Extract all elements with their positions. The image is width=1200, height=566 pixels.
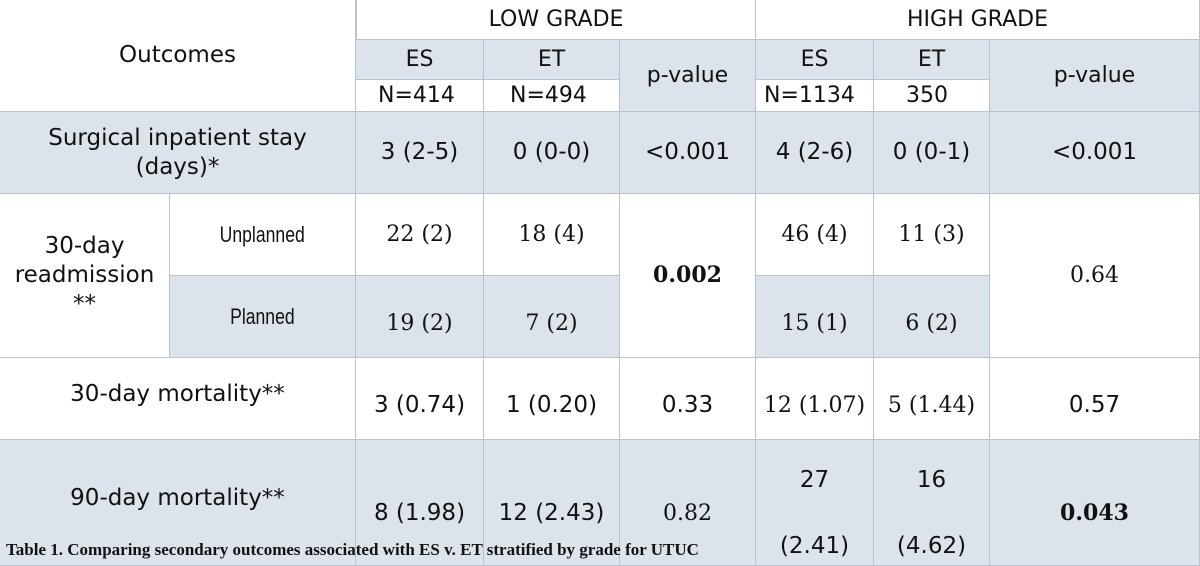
planned-high-es: 15 (1)	[756, 276, 874, 358]
high-pvalue-header: p-value	[990, 40, 1200, 112]
planned-low-es: 19 (2)	[356, 276, 484, 358]
high-es-n: N=1134	[756, 80, 874, 112]
high-es-header: ES	[756, 40, 874, 80]
mortality-30-high-p: 0.57	[990, 358, 1200, 440]
mortality-90-high-p: 0.043	[990, 440, 1200, 566]
unplanned-label: Unplanned	[219, 221, 306, 247]
surgical-low-et: 0 (0-0)	[484, 112, 620, 194]
high-et-n: 350	[874, 80, 990, 112]
mortality-30-low-es: 3 (0.74)	[356, 358, 484, 440]
mortality-30-low-et: 1 (0.20)	[484, 358, 620, 440]
low-et-header: ET	[484, 40, 620, 80]
high-grade-header: HIGH GRADE	[756, 0, 1200, 40]
unplanned-high-et: 11 (3)	[874, 194, 990, 276]
surgical-low-es: 3 (2-5)	[356, 112, 484, 194]
unplanned-high-es: 46 (4)	[756, 194, 874, 276]
mortality-90-high-et-count: 16	[916, 467, 947, 493]
mortality-90-high-es-pct: (2.41)	[779, 533, 850, 560]
low-grade-header: LOW GRADE	[356, 0, 756, 40]
readmission-low-p: 0.002	[620, 194, 756, 358]
planned-low-et: 7 (2)	[484, 276, 620, 358]
mortality-90-label: 90-day mortality**	[0, 440, 356, 566]
surgical-high-et: 0 (0-1)	[874, 112, 990, 194]
outcomes-header: Outcomes	[0, 0, 356, 112]
mortality-90-high-es: 27 (2.41)	[756, 440, 874, 566]
surgical-stay-label: Surgical inpatient stay (days)*	[0, 112, 356, 194]
low-et-n: N=494	[484, 80, 620, 112]
mortality-90-high-et-pct: (4.62)	[896, 533, 967, 560]
planned-high-et: 6 (2)	[874, 276, 990, 358]
mortality-90-high-et: 16 (4.62)	[874, 440, 990, 566]
mortality-90-low-p: 0.82	[620, 440, 756, 566]
unplanned-label-cell: Unplanned	[170, 194, 356, 276]
mortality-30-label: 30-day mortality**	[0, 358, 356, 440]
low-pvalue-header: p-value	[620, 40, 756, 112]
low-es-header: ES	[356, 40, 484, 80]
readmission-label: 30-day readmission **	[0, 194, 170, 358]
unplanned-low-et: 18 (4)	[484, 194, 620, 276]
surgical-high-es: 4 (2-6)	[756, 112, 874, 194]
planned-label: Planned	[230, 303, 295, 329]
unplanned-low-es: 22 (2)	[356, 194, 484, 276]
high-et-header: ET	[874, 40, 990, 80]
low-es-n: N=414	[356, 80, 484, 112]
table-caption: Table 1. Comparing secondary outcomes as…	[6, 540, 699, 559]
mortality-90-low-et: 12 (2.43)	[484, 440, 620, 566]
mortality-30-high-es: 12 (1.07)	[756, 358, 874, 440]
planned-label-cell: Planned	[170, 276, 356, 358]
mortality-90-high-es-count: 27	[799, 467, 830, 493]
surgical-low-p: <0.001	[620, 112, 756, 194]
readmission-high-p: 0.64	[990, 194, 1200, 358]
mortality-30-low-p: 0.33	[620, 358, 756, 440]
mortality-30-high-et: 5 (1.44)	[874, 358, 990, 440]
surgical-high-p: <0.001	[990, 112, 1200, 194]
